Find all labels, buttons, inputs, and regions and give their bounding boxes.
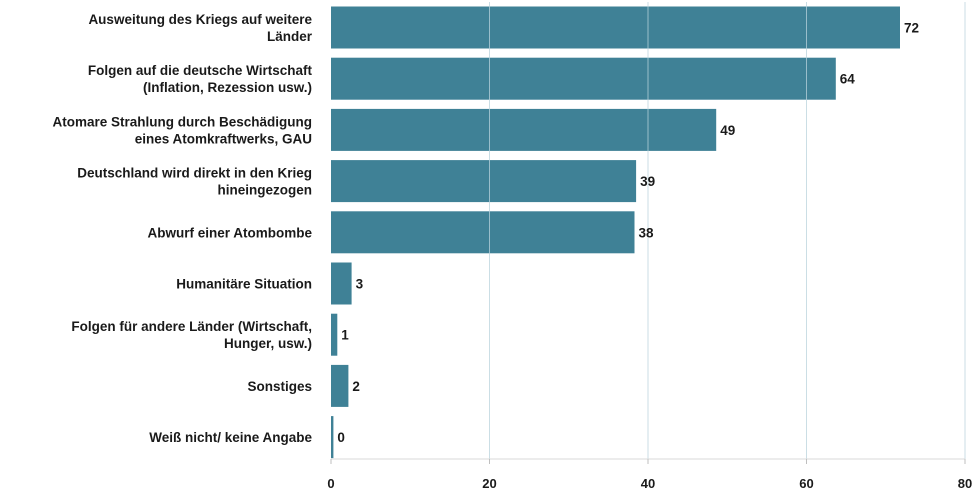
category-label: Folgen auf die deutsche Wirtschaft (Infla… bbox=[88, 63, 313, 95]
tick-label: 60 bbox=[799, 476, 813, 491]
data-label: 64 bbox=[840, 72, 856, 87]
category-label: Atomare Strahlung durch Beschädigung eine… bbox=[52, 114, 312, 146]
data-label: 49 bbox=[720, 123, 735, 138]
gridlines bbox=[489, 2, 966, 459]
category-label: Weiß nicht/ keine Angabe bbox=[149, 430, 312, 445]
data-label: 3 bbox=[356, 277, 364, 292]
data-label: 72 bbox=[904, 21, 919, 36]
x-axis-ticks: 0 20 40 60 80 bbox=[327, 459, 972, 491]
category-label: Sonstiges bbox=[247, 379, 312, 394]
category-label: Ausweitung des Kriegs auf weitere Länder bbox=[88, 12, 312, 44]
bar bbox=[331, 416, 334, 459]
bar bbox=[331, 211, 635, 254]
category-labels: Ausweitung des Kriegs auf weitere Länder F… bbox=[52, 12, 312, 445]
bar bbox=[331, 364, 349, 407]
data-label: 38 bbox=[639, 225, 655, 240]
category-label: Humanitäre Situation bbox=[176, 277, 312, 292]
category-label: Folgen für andere Länder (Wirtschaft, Hun… bbox=[71, 319, 312, 351]
data-labels: 72 64 49 39 38 3 1 2 0 bbox=[337, 21, 919, 446]
bar bbox=[331, 262, 352, 305]
bar bbox=[331, 108, 717, 151]
bars bbox=[331, 6, 900, 459]
tick-label: 40 bbox=[641, 476, 655, 491]
category-label: Abwurf einer Atombombe bbox=[147, 225, 312, 240]
data-label: 0 bbox=[337, 430, 345, 445]
tick-label: 20 bbox=[482, 476, 496, 491]
bar bbox=[331, 57, 836, 100]
data-label: 2 bbox=[352, 379, 360, 394]
tick-label: 80 bbox=[958, 476, 972, 491]
bar bbox=[331, 160, 637, 203]
bar bbox=[331, 313, 338, 356]
bar bbox=[331, 6, 900, 49]
data-label: 39 bbox=[640, 174, 655, 189]
category-label: Deutschland wird direkt in den Krieg hine… bbox=[77, 166, 312, 198]
tick-label: 0 bbox=[327, 476, 334, 491]
data-label: 1 bbox=[341, 328, 349, 343]
